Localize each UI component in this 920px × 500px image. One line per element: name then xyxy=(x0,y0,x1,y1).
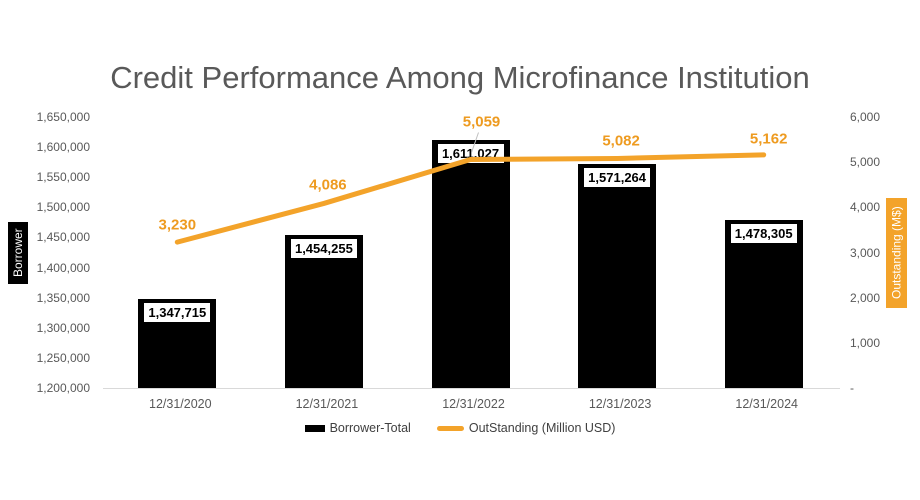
legend-label-outstanding: OutStanding (Million USD) xyxy=(468,421,616,435)
left-axis-tick-label: 1,500,000 xyxy=(36,200,90,215)
bar-borrower-total[interactable] xyxy=(431,140,510,388)
legend-label-borrower-total: Borrower-Total xyxy=(329,421,411,435)
line-data-label: 5,082 xyxy=(602,132,640,150)
right-axis-title: Outstanding (M$) xyxy=(886,198,907,308)
left-axis-tick-label: 1,400,000 xyxy=(36,260,90,275)
bar-data-label: 1,611,027 xyxy=(435,142,506,166)
left-axis-tick-label: 1,350,000 xyxy=(36,290,90,305)
bar-data-label: 1,478,305 xyxy=(728,222,799,246)
bar-borrower-total[interactable] xyxy=(578,164,657,388)
right-axis-tick-label: 3,000 xyxy=(850,245,881,260)
legend-item-borrower-total[interactable]: Borrower-Total xyxy=(304,421,411,435)
left-axis-tick-label: 1,550,000 xyxy=(36,170,90,185)
line-data-label: 4,086 xyxy=(309,176,347,194)
left-axis-tick-label: 1,200,000 xyxy=(36,381,90,395)
left-axis-tick-label: 1,650,000 xyxy=(36,110,90,124)
left-axis-title: Borrower xyxy=(8,222,28,284)
x-axis-category-label: 12/31/2023 xyxy=(588,397,652,411)
x-axis-line xyxy=(103,388,840,389)
legend-item-outstanding[interactable]: OutStanding (Million USD) xyxy=(436,421,616,435)
x-axis-category-label: 12/31/2021 xyxy=(295,397,359,411)
right-axis-tick-label: - xyxy=(850,381,854,395)
right-axis-tick-label: 6,000 xyxy=(850,110,881,124)
right-axis-tick-label: 4,000 xyxy=(850,200,881,215)
bar-data-label: 1,454,255 xyxy=(288,236,359,260)
x-axis-category-label: 12/31/2022 xyxy=(442,397,505,411)
chart-title: Credit Performance Among Microfinance In… xyxy=(110,60,810,95)
left-axis-tick-label: 1,450,000 xyxy=(36,230,90,245)
bar-series-swatch-icon xyxy=(304,424,325,432)
right-axis-tick-label: 5,000 xyxy=(850,155,881,170)
left-axis-tick-label: 1,300,000 xyxy=(36,320,90,335)
x-axis-category-label: 12/31/2024 xyxy=(735,397,798,411)
line-data-label: 5,162 xyxy=(749,130,788,148)
left-axis-tick-label: 1,250,000 xyxy=(36,350,90,365)
line-data-label: 3,230 xyxy=(158,216,197,234)
x-axis-category-label: 12/31/2020 xyxy=(149,397,212,411)
bar-data-label: 1,571,264 xyxy=(582,166,653,190)
bar-borrower-total[interactable] xyxy=(284,234,363,388)
left-axis-tick-label: 1,600,000 xyxy=(36,140,90,155)
right-axis-tick-label: 1,000 xyxy=(850,335,881,350)
legend: Borrower-Total OutStanding (Million USD) xyxy=(0,421,920,435)
line-data-label: 5,059 xyxy=(462,113,501,130)
bar-borrower-total[interactable] xyxy=(724,220,803,388)
right-axis-tick-label: 2,000 xyxy=(850,290,881,305)
line-series-swatch-icon xyxy=(436,425,464,431)
bar-data-label: 1,347,715 xyxy=(142,301,213,325)
